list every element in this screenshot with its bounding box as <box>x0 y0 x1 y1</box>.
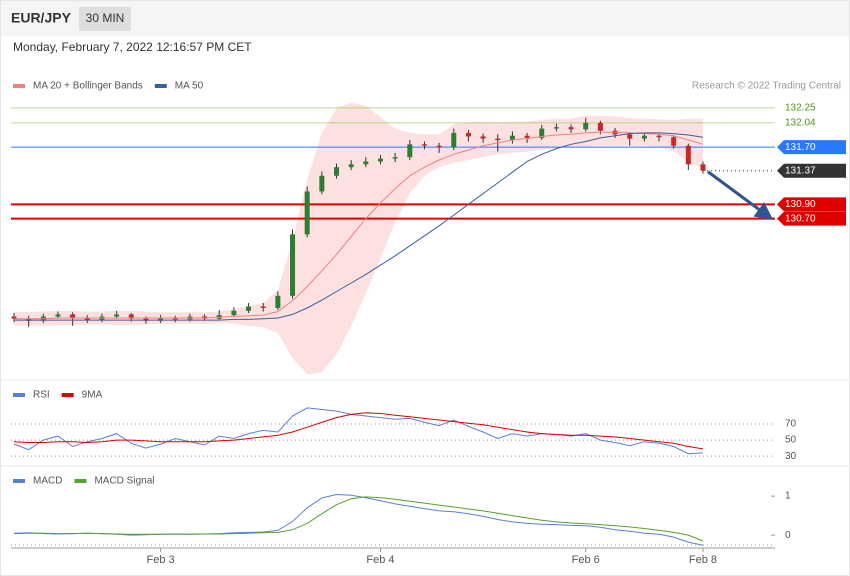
candle-body <box>451 132 457 148</box>
candle-body <box>641 135 647 139</box>
candle-body <box>114 314 120 317</box>
candle-body <box>172 317 178 320</box>
level-label: 132.04 <box>785 118 816 129</box>
candle-body <box>260 306 266 308</box>
legend-swatch <box>61 393 74 397</box>
candle-body <box>348 164 354 168</box>
candle-body <box>290 234 296 296</box>
candle-body <box>128 314 134 319</box>
header-bar <box>1 1 849 36</box>
candle-body <box>480 136 486 139</box>
candle-body <box>377 158 383 162</box>
candle-body <box>421 144 427 146</box>
last-price-tag <box>777 163 846 178</box>
candle-body <box>55 314 61 317</box>
level-tag <box>777 197 846 212</box>
level-tag <box>777 140 846 155</box>
legend-label: MA 50 <box>175 81 204 92</box>
candle-body <box>627 134 633 139</box>
x-tick-label: Feb 8 <box>689 554 717 566</box>
candle-body <box>671 137 677 146</box>
candle-body <box>685 145 691 165</box>
legend-swatch <box>13 84 25 88</box>
indicator-line <box>13 496 704 542</box>
candle-body <box>363 161 369 165</box>
timestamp: Monday, February 7, 2022 12:16:57 PM CET <box>13 40 252 54</box>
candle-body <box>319 175 325 192</box>
candle-body <box>304 191 310 235</box>
source-credit: Research © 2022 Trading Central <box>692 81 841 92</box>
candle-body <box>553 127 559 129</box>
y-tick-label: 1 <box>785 491 791 502</box>
level-tag <box>777 211 846 226</box>
candle-body <box>84 317 90 321</box>
y-tick-label: 0 <box>785 530 791 541</box>
candle-body <box>70 314 76 318</box>
indicator-line <box>13 407 704 455</box>
legend-swatch <box>154 84 167 88</box>
candle-body <box>392 157 398 159</box>
candle-body <box>246 306 252 311</box>
legend-swatch <box>13 479 25 483</box>
candle-body <box>465 132 471 137</box>
target-arrow <box>707 170 774 220</box>
candle-body <box>495 138 501 141</box>
legend-label: MACD Signal <box>94 476 154 487</box>
candle-body <box>597 122 603 131</box>
level-label: 131.70 <box>785 142 816 153</box>
y-tick-label: 50 <box>785 435 797 446</box>
candle-body <box>509 135 515 141</box>
candle-body <box>275 295 281 308</box>
legend-swatch <box>74 479 87 483</box>
ma-line <box>14 131 704 320</box>
last-price-label: 131.37 <box>785 165 816 176</box>
candle-body <box>656 135 662 138</box>
x-tick-label: Feb 6 <box>572 554 600 566</box>
candle-body <box>700 164 706 171</box>
candle-body <box>436 145 442 148</box>
level-label: 130.90 <box>785 199 816 210</box>
bollinger-band <box>14 102 703 375</box>
indicator-line <box>13 493 704 546</box>
candle-body <box>11 316 17 319</box>
interval-button[interactable] <box>79 7 131 31</box>
candle-body <box>568 127 574 130</box>
candle-body <box>231 310 237 316</box>
y-tick-label: 30 <box>785 451 797 462</box>
legend-swatch <box>13 393 25 397</box>
candle-body <box>583 122 589 130</box>
candle-body <box>539 128 545 138</box>
legend-label: MA 20 + Bollinger Bands <box>33 81 143 92</box>
ma-line <box>14 132 704 321</box>
legend-label: RSI <box>33 390 50 401</box>
legend-label: 9MA <box>82 390 103 401</box>
candle-body <box>158 317 164 321</box>
level-label: 130.70 <box>785 213 816 224</box>
candle-body <box>407 144 413 158</box>
interval-label[interactable]: 30 MIN <box>86 11 125 25</box>
level-label: 132.25 <box>785 103 816 114</box>
x-tick-label: Feb 3 <box>147 554 175 566</box>
y-tick-label: 70 <box>785 419 797 430</box>
symbol: EUR/JPY <box>11 10 72 26</box>
x-tick-label: Feb 4 <box>366 554 394 566</box>
legend-label: MACD <box>33 476 62 487</box>
candle-body <box>524 135 530 138</box>
candle-body <box>334 167 340 176</box>
indicator-line <box>13 412 704 450</box>
